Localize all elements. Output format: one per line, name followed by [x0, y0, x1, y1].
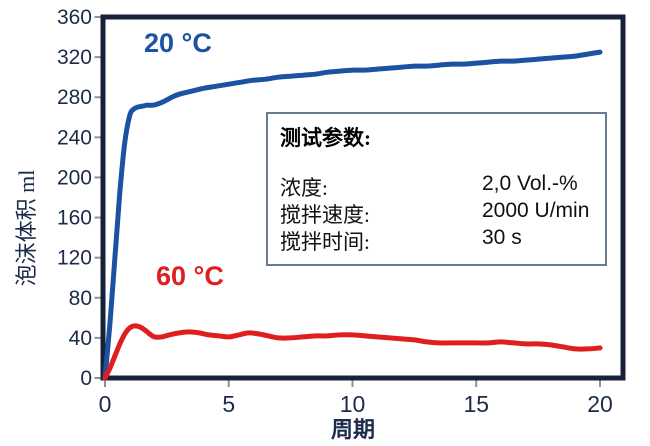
y-axis-tick-label: 360 — [57, 6, 92, 29]
param-label: 搅拌速度: — [280, 203, 370, 227]
series-line-20c — [102, 49, 603, 381]
x-axis-tick-label: 20 — [587, 391, 613, 417]
y-axis-tick-label: 280 — [57, 86, 92, 109]
test-parameters-box: 测试参数: 浓度: 2,0 Vol.-% 搅拌速度: 2000 U/min 搅拌… — [266, 112, 607, 266]
y-axis-tick-label: 0 — [80, 367, 92, 390]
param-box-rows: 浓度: 2,0 Vol.-% 搅拌速度: 2000 U/min 搅拌时间: 30… — [280, 172, 599, 254]
y-axis-title: 泡沫体积 ml — [14, 169, 39, 287]
plot-frame — [100, 14, 626, 381]
param-value: 2,0 Vol.-% — [482, 172, 578, 195]
param-row-stir-time: 搅拌时间: 30 s — [280, 226, 599, 254]
param-value: 2000 U/min — [482, 199, 590, 222]
y-axis-tick-label: 40 — [69, 327, 92, 350]
param-label: 搅拌时间: — [280, 230, 370, 254]
param-box-title: 测试参数: — [280, 126, 371, 150]
series-label-20c: 20 °C — [144, 28, 212, 58]
y-axis-tick-label: 320 — [57, 46, 92, 69]
series-label-60c: 60 °C — [156, 261, 224, 291]
x-axis-tick-label: 5 — [222, 391, 235, 417]
param-row-concentration: 浓度: 2,0 Vol.-% — [280, 172, 599, 200]
series-line-60c — [102, 323, 603, 381]
param-value: 30 s — [482, 226, 522, 249]
x-axis-tick-label: 10 — [340, 391, 366, 417]
y-axis-tick-label: 240 — [57, 126, 92, 149]
y-axis-tick-label: 120 — [57, 247, 92, 270]
x-axis-title: 周期 — [330, 417, 375, 442]
y-axis-tick-label: 200 — [57, 166, 92, 189]
x-axis-tick-label: 15 — [463, 391, 489, 417]
param-row-stir-speed: 搅拌速度: 2000 U/min — [280, 199, 599, 227]
param-label: 浓度: — [280, 176, 328, 200]
x-axis-tick-label: 0 — [99, 391, 112, 417]
y-axis-tick-label: 80 — [69, 287, 92, 310]
y-axis-tick-label: 160 — [57, 207, 92, 230]
